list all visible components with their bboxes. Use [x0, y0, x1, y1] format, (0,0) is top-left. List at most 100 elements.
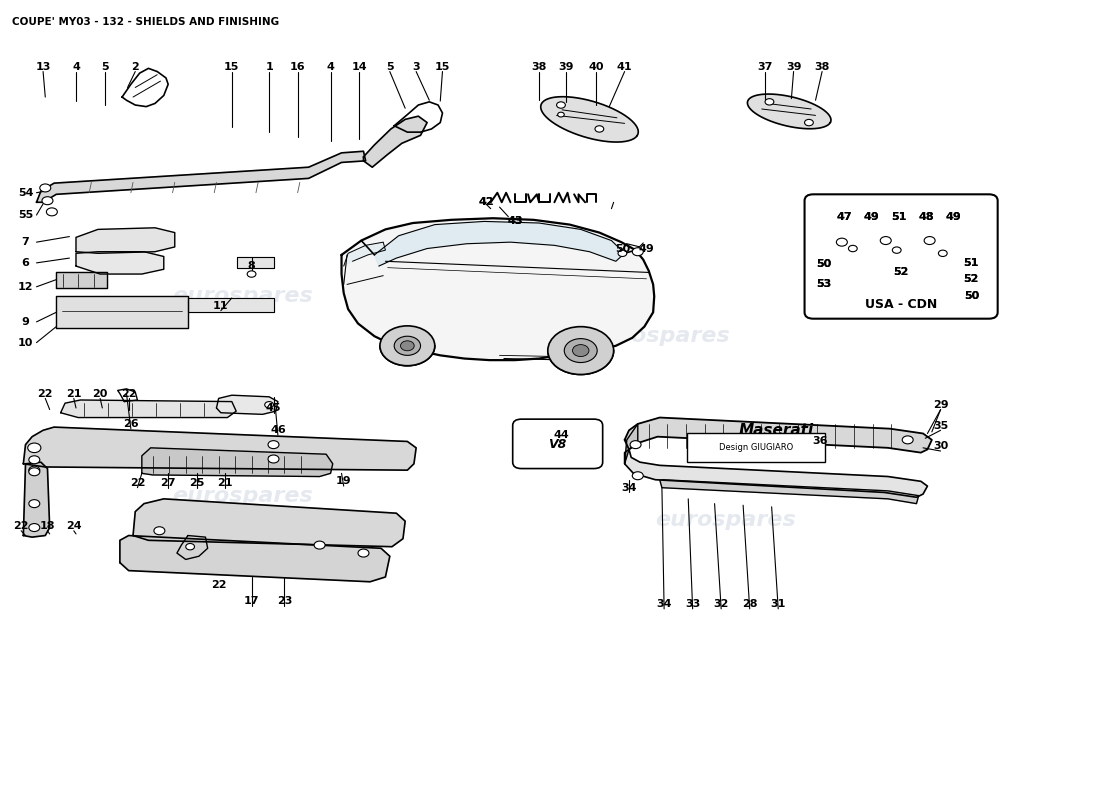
Text: 49: 49 — [864, 212, 879, 222]
FancyBboxPatch shape — [513, 419, 603, 469]
Text: 30: 30 — [933, 442, 948, 451]
Text: V8: V8 — [549, 438, 566, 451]
Polygon shape — [341, 218, 654, 360]
Text: 23: 23 — [277, 596, 293, 606]
Text: 47: 47 — [836, 212, 851, 222]
Text: USA - CDN: USA - CDN — [865, 298, 937, 310]
Text: 15: 15 — [434, 62, 450, 72]
Text: 28: 28 — [741, 599, 758, 609]
Circle shape — [572, 345, 588, 357]
Text: 12: 12 — [18, 282, 33, 292]
Text: 10: 10 — [18, 338, 33, 347]
FancyBboxPatch shape — [804, 194, 998, 318]
Polygon shape — [625, 424, 638, 464]
Polygon shape — [660, 480, 918, 504]
Text: 4: 4 — [327, 62, 334, 72]
Text: 37: 37 — [758, 62, 772, 72]
Circle shape — [548, 326, 614, 374]
Text: 54: 54 — [18, 188, 33, 198]
Text: 8: 8 — [248, 261, 255, 271]
Text: 50: 50 — [615, 243, 630, 254]
Text: 50: 50 — [816, 259, 832, 270]
Text: eurospares: eurospares — [656, 510, 796, 530]
Circle shape — [248, 271, 256, 278]
Text: 5: 5 — [101, 62, 108, 72]
Text: 9: 9 — [22, 317, 30, 327]
Polygon shape — [142, 448, 332, 477]
Text: 51: 51 — [891, 212, 906, 222]
Text: 40: 40 — [588, 62, 604, 72]
Circle shape — [46, 208, 57, 216]
Text: 1: 1 — [265, 62, 273, 72]
Text: 49: 49 — [946, 212, 961, 222]
FancyBboxPatch shape — [688, 434, 825, 462]
Text: 38: 38 — [531, 62, 547, 72]
Circle shape — [618, 250, 627, 257]
Circle shape — [154, 526, 165, 534]
Polygon shape — [541, 97, 638, 142]
Text: 47: 47 — [836, 212, 851, 222]
Circle shape — [632, 472, 644, 480]
Text: 22: 22 — [13, 521, 29, 531]
Circle shape — [358, 549, 368, 557]
Circle shape — [186, 543, 195, 550]
Text: 11: 11 — [213, 301, 229, 311]
Text: 52: 52 — [893, 267, 909, 278]
Circle shape — [595, 126, 604, 132]
Text: 26: 26 — [123, 419, 139, 429]
Circle shape — [558, 112, 564, 117]
Text: 17: 17 — [244, 596, 260, 606]
Text: 38: 38 — [814, 62, 829, 72]
Text: 53: 53 — [816, 279, 832, 290]
Polygon shape — [36, 151, 365, 202]
Text: 24: 24 — [66, 521, 81, 531]
Text: 4: 4 — [73, 62, 80, 72]
Polygon shape — [133, 499, 405, 546]
Text: 2: 2 — [131, 62, 139, 72]
Text: 15: 15 — [224, 62, 240, 72]
Circle shape — [892, 247, 901, 254]
Circle shape — [632, 248, 644, 256]
Text: 5: 5 — [386, 62, 394, 72]
Text: 29: 29 — [933, 400, 948, 410]
Circle shape — [557, 102, 565, 108]
Circle shape — [29, 523, 40, 531]
Text: 46: 46 — [270, 426, 286, 435]
Circle shape — [28, 443, 41, 453]
Text: 32: 32 — [714, 599, 729, 609]
Circle shape — [848, 246, 857, 252]
Text: 34: 34 — [657, 599, 672, 609]
Text: COUPE' MY03 - 132 - SHIELDS AND FINISHING: COUPE' MY03 - 132 - SHIELDS AND FINISHIN… — [12, 18, 279, 27]
Text: 39: 39 — [785, 62, 801, 72]
Polygon shape — [238, 257, 274, 269]
Text: 36: 36 — [812, 437, 827, 446]
Circle shape — [924, 237, 935, 245]
Text: 52: 52 — [893, 267, 909, 278]
Polygon shape — [23, 427, 416, 470]
Polygon shape — [548, 350, 614, 374]
Circle shape — [268, 455, 279, 463]
Circle shape — [29, 468, 40, 476]
Polygon shape — [374, 222, 625, 266]
Text: Maserati: Maserati — [738, 422, 814, 438]
Text: 22: 22 — [37, 389, 53, 398]
Circle shape — [379, 326, 434, 366]
Text: 13: 13 — [35, 62, 51, 72]
Text: 43: 43 — [507, 217, 522, 226]
Circle shape — [40, 184, 51, 192]
Text: 33: 33 — [685, 599, 701, 609]
Text: 51: 51 — [964, 258, 979, 268]
Text: 6: 6 — [22, 258, 30, 268]
Polygon shape — [76, 228, 175, 254]
Text: 52: 52 — [964, 274, 979, 284]
Text: 53: 53 — [816, 279, 832, 290]
Text: 31: 31 — [770, 599, 785, 609]
Circle shape — [804, 119, 813, 126]
Circle shape — [394, 336, 420, 355]
Circle shape — [400, 341, 415, 350]
Text: 22: 22 — [130, 478, 145, 488]
Circle shape — [265, 402, 274, 408]
Circle shape — [29, 466, 40, 474]
Polygon shape — [76, 252, 164, 274]
Polygon shape — [60, 400, 236, 418]
